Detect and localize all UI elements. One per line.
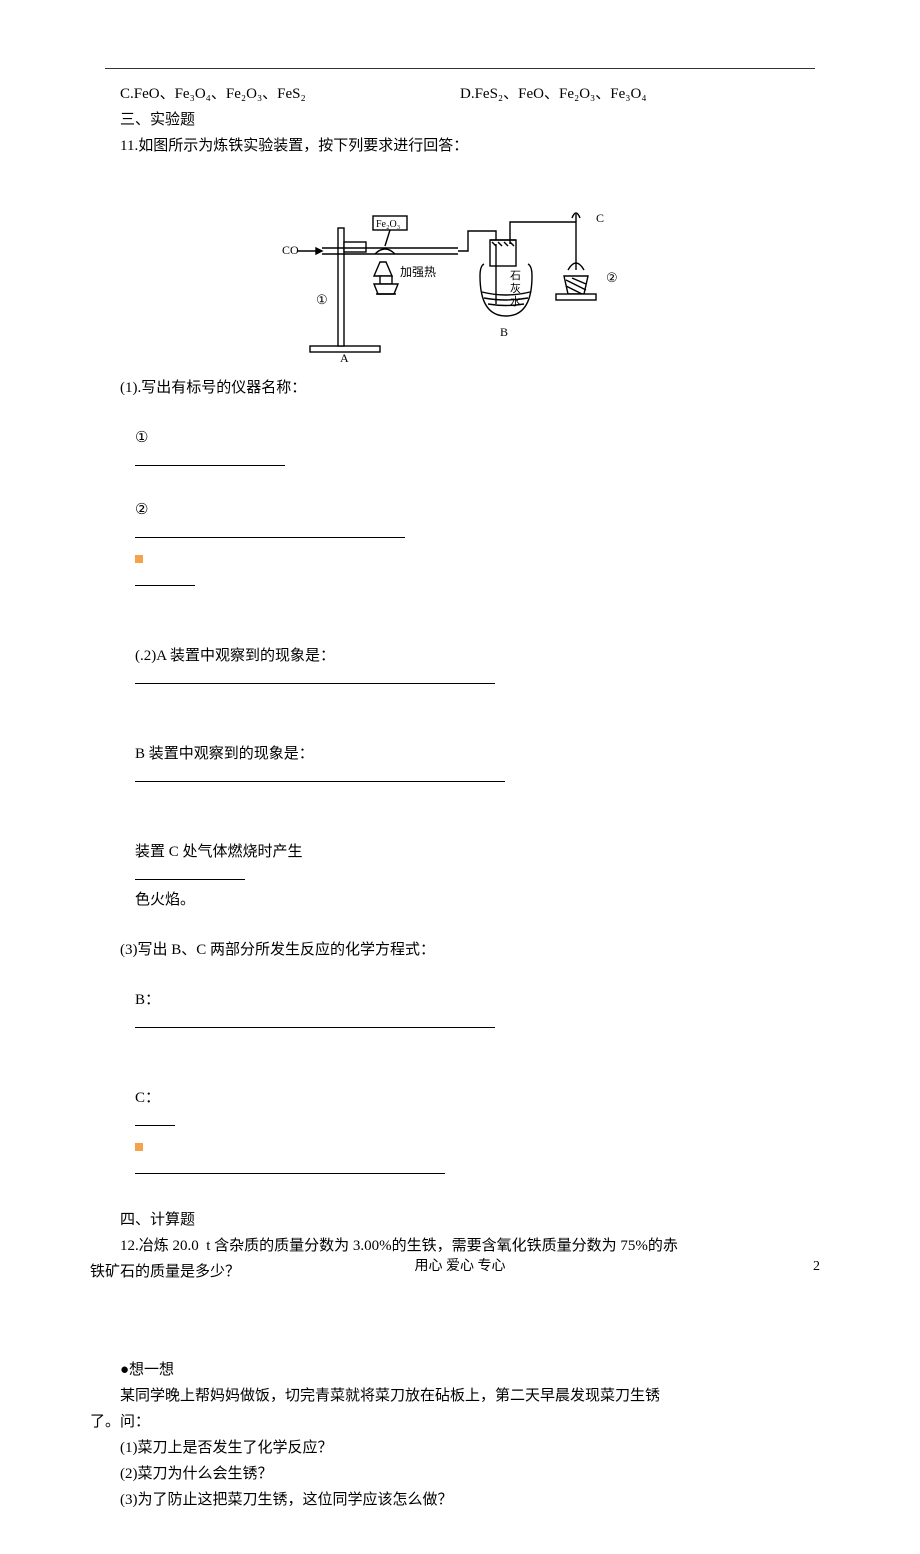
blank-equation-C-a[interactable] bbox=[135, 1110, 175, 1126]
blank-equation-B[interactable] bbox=[135, 1012, 495, 1028]
label-co: CO bbox=[282, 243, 299, 257]
blank-1[interactable] bbox=[135, 450, 285, 466]
q11-2a-text: (.2)A 装置中观察到的现象是： bbox=[135, 648, 335, 664]
q11-3: (3)写出 B、C 两部分所发生反应的化学方程式： bbox=[90, 938, 830, 962]
blank-A-phenomenon[interactable] bbox=[135, 668, 495, 684]
think-2: (2)菜刀为什么会生锈？ bbox=[90, 1462, 830, 1486]
q11-2c-text-a: 装置 C 处气体燃烧时产生 bbox=[135, 844, 303, 860]
q11-B-label: B： bbox=[135, 992, 160, 1008]
q11-2b-text: B 装置中观察到的现象是： bbox=[135, 746, 314, 762]
q11-2c-text-b: 色火焰。 bbox=[135, 892, 195, 908]
lime-line3: 水 bbox=[510, 295, 521, 308]
q11-2c: 装置 C 处气体燃烧时产生 色火焰。 bbox=[90, 816, 830, 936]
section-4-heading: 四、计算题 bbox=[90, 1208, 830, 1232]
option-c: C.FeO、Fe₃O₄、Fe₂O₃、FeS₂ bbox=[120, 82, 460, 106]
lime-line2: 灰 bbox=[510, 281, 521, 295]
section-3-heading: 三、实验题 bbox=[90, 108, 830, 132]
think-1: (1)菜刀上是否发生了化学反应？ bbox=[90, 1436, 830, 1460]
footer-text: 用心 爱心 专心 bbox=[0, 1256, 920, 1278]
label-circle2: ② bbox=[606, 270, 618, 285]
lime-line1: 石 bbox=[510, 270, 521, 282]
label-heat: 加强热 bbox=[400, 265, 436, 279]
apparatus-figure: CO Fe₂O₃ 加强热 石 灰 水 A B C ① ② bbox=[90, 164, 830, 372]
label-b: B bbox=[500, 325, 508, 339]
blank-flame-color[interactable] bbox=[135, 864, 245, 880]
apparatus-svg: CO Fe₂O₃ 加强热 石 灰 水 A B C ① ② bbox=[280, 164, 640, 364]
blank-2a[interactable] bbox=[135, 522, 405, 538]
option-d: D.FeS₂、FeO、Fe₂O₃、Fe₃O₄ bbox=[460, 82, 647, 106]
think-intro-a: 某同学晚上帮妈妈做饭，切完青菜就将菜刀放在砧板上，第二天早晨发现菜刀生锈 bbox=[90, 1384, 830, 1408]
page-content: C.FeO、Fe₃O₄、Fe₂O₃、FeS₂ D.FeS₂、FeO、Fe₂O₃、… bbox=[0, 0, 920, 1554]
think-3: (3)为了防止这把菜刀生锈，这位同学应该怎么做？ bbox=[90, 1488, 830, 1512]
q12-line1: 12.冶炼 20.0 t 含杂质的质量分数为 3.00%的生铁，需要含氧化铁质量… bbox=[90, 1234, 830, 1258]
accent-dot-1 bbox=[135, 555, 143, 563]
blank-equation-C-b[interactable] bbox=[135, 1158, 445, 1174]
think-heading: ●想一想 bbox=[90, 1358, 830, 1382]
q11-stem: 11.如图所示为炼铁实验装置，按下列要求进行回答： bbox=[90, 134, 830, 158]
label-c: C bbox=[596, 211, 604, 225]
label-fe2o3: Fe₂O₃ bbox=[376, 219, 400, 230]
label-a: A bbox=[340, 351, 349, 364]
q11-1: (1).写出有标号的仪器名称： bbox=[90, 376, 830, 400]
page-number: 2 bbox=[813, 1256, 820, 1278]
blank-label-1: ① bbox=[135, 430, 148, 446]
q11-B: B： bbox=[90, 964, 830, 1060]
option-row: C.FeO、Fe₃O₄、Fe₂O₃、FeS₂ D.FeS₂、FeO、Fe₂O₃、… bbox=[90, 82, 830, 106]
blank-B-phenomenon[interactable] bbox=[135, 766, 505, 782]
blank-label-2: ② bbox=[135, 502, 148, 518]
q11-2b: B 装置中观察到的现象是： bbox=[90, 718, 830, 814]
blank-2b[interactable] bbox=[135, 570, 195, 586]
think-intro-b: 了。问： bbox=[90, 1410, 830, 1434]
q11-C-label: C： bbox=[135, 1090, 160, 1106]
q11-1-blanks: ① ② bbox=[90, 402, 830, 618]
accent-dot-2 bbox=[135, 1143, 143, 1151]
q11-2a: (.2)A 装置中观察到的现象是： bbox=[90, 620, 830, 716]
q11-C: C： bbox=[90, 1062, 830, 1206]
label-circle1: ① bbox=[316, 292, 328, 307]
